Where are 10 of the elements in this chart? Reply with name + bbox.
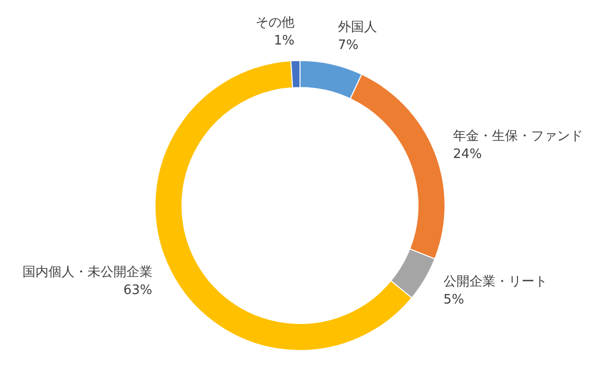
- data-label: 5%: [443, 292, 464, 308]
- data-label: 7%: [338, 38, 359, 54]
- slice-label: 外国人: [338, 20, 377, 36]
- slice-label: 年金・生保・ファンド: [452, 128, 583, 144]
- data-label: 1%: [274, 34, 295, 49]
- data-label: 24%: [452, 146, 482, 162]
- slice-label: その他: [256, 16, 295, 31]
- data-label: 63%: [123, 282, 152, 298]
- slice-label: 国内個人・未公開企業: [22, 264, 152, 280]
- slice-label: 公開企業・リート: [443, 274, 548, 290]
